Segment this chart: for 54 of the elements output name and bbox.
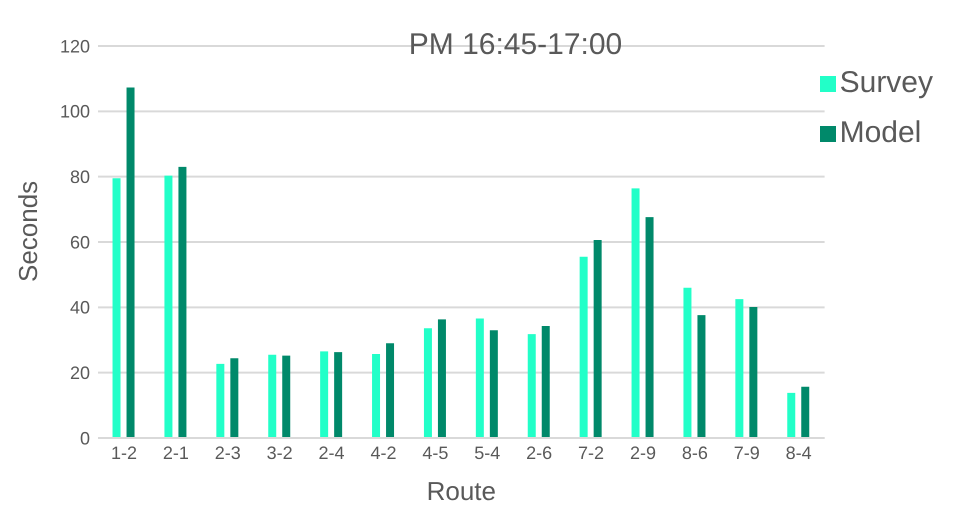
bar — [476, 318, 484, 438]
y-tick-label: 100 — [60, 102, 90, 122]
bar — [282, 356, 290, 438]
bar — [580, 256, 588, 438]
y-tick-label: 0 — [80, 428, 90, 448]
x-tick-label: 2-3 — [214, 442, 241, 463]
x-tick-label: 4-2 — [370, 442, 396, 463]
y-tick-label: 40 — [70, 298, 90, 318]
bar — [126, 87, 135, 438]
bar — [320, 351, 328, 438]
x-axis-title: Route — [426, 476, 496, 506]
bar — [528, 334, 536, 438]
y-axis-title: Seconds — [13, 180, 44, 282]
bar — [230, 358, 238, 438]
bar — [178, 166, 186, 438]
bar — [735, 299, 744, 438]
y-tick-label: 60 — [70, 232, 90, 252]
x-tick-label: 7-9 — [734, 442, 760, 463]
bar — [787, 392, 796, 438]
bar — [646, 217, 654, 438]
bar — [216, 364, 224, 438]
bar — [697, 315, 706, 438]
legend-label: Survey — [840, 66, 933, 99]
x-tick-label: 8-6 — [682, 442, 708, 463]
bar — [424, 328, 432, 438]
x-tick-label: 2-6 — [526, 442, 552, 463]
x-tick-label: 2-4 — [318, 442, 345, 463]
x-tick-label: 5-4 — [474, 442, 500, 463]
bar — [386, 343, 394, 438]
x-tick-label: 7-2 — [578, 442, 604, 463]
x-tick-label: 2-9 — [630, 442, 656, 463]
y-tick-label: 20 — [70, 363, 90, 384]
bar — [490, 330, 498, 438]
bar — [334, 352, 342, 438]
chart-title: PM 16:45-17:00 — [408, 28, 622, 61]
bar — [372, 354, 380, 438]
bar — [801, 386, 810, 438]
bar — [749, 307, 758, 438]
x-tick-label: 2-1 — [162, 442, 189, 463]
x-tick-label: 3-2 — [266, 442, 293, 463]
bar — [542, 326, 550, 438]
legend-label: Model — [840, 116, 922, 149]
bar — [632, 188, 640, 438]
x-tick-label: 1-2 — [110, 442, 137, 463]
bar — [683, 288, 692, 438]
bar — [164, 176, 172, 438]
x-tick-label: 4-5 — [422, 442, 448, 463]
y-tick-label: 120 — [60, 36, 90, 56]
bar — [438, 319, 446, 438]
y-tick-label: 80 — [70, 167, 90, 188]
x-tick-label: 8-4 — [786, 442, 812, 463]
bar — [594, 240, 602, 438]
bar — [268, 354, 276, 438]
bar — [112, 178, 121, 438]
